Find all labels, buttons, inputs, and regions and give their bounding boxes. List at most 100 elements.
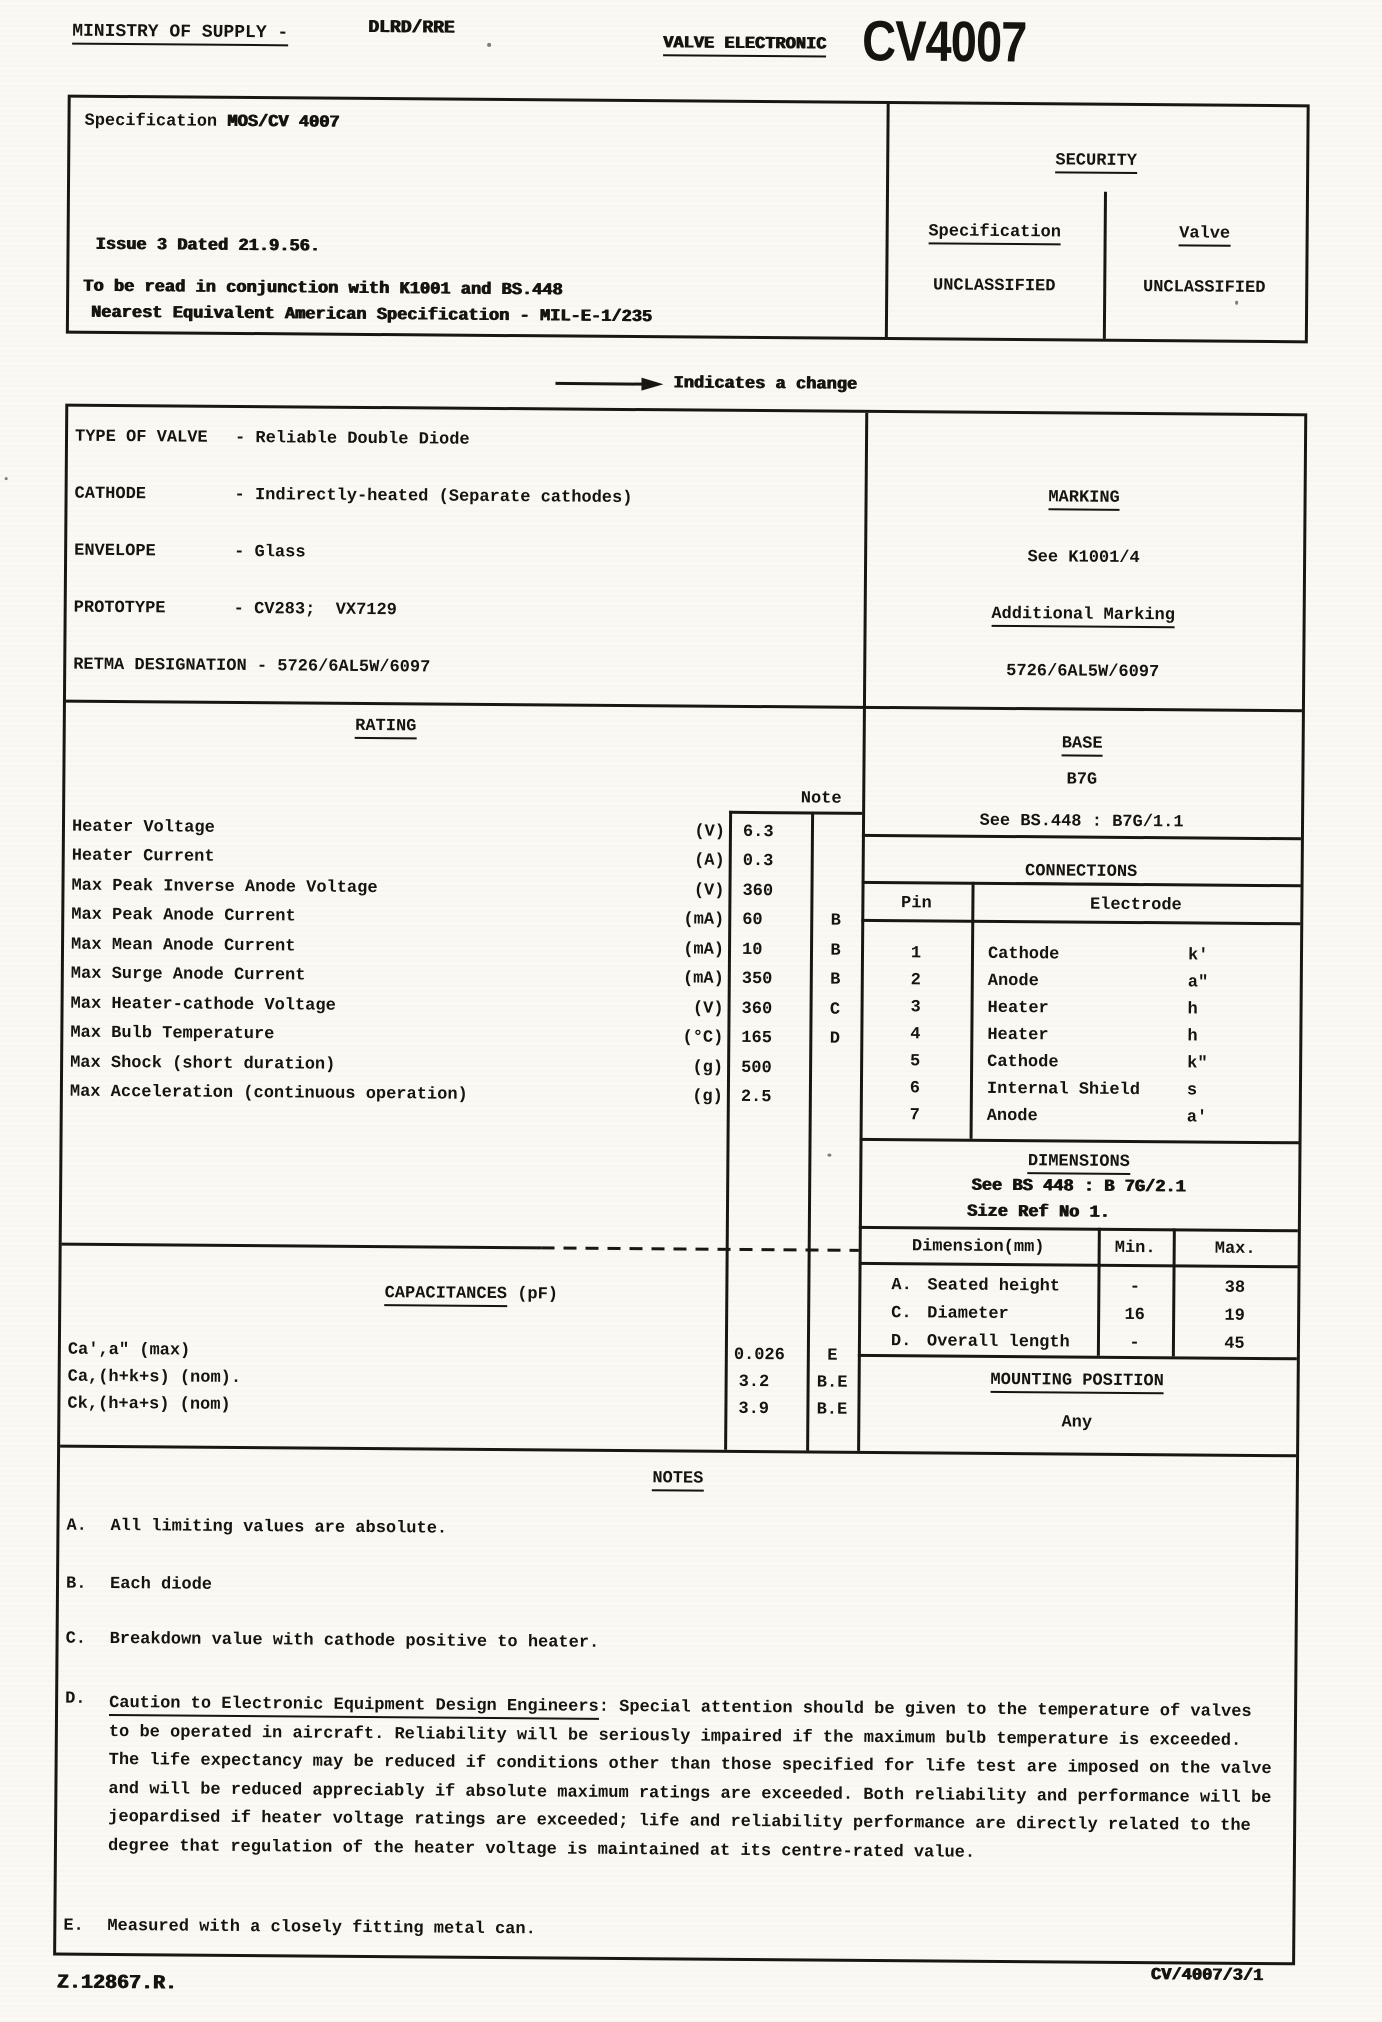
- note-text: : Special attention should be given to t…: [107, 1697, 1272, 1863]
- connection-row: 4 Heater h: [860, 1025, 1299, 1046]
- notes-top-line: [60, 1444, 1297, 1458]
- note-text: Each diode: [109, 1574, 213, 1595]
- valve-info-label: TYPE OF VALVE: [74, 427, 208, 448]
- capacitance-divider-dashed: [541, 1246, 859, 1252]
- rating-unit: (g): [692, 1087, 723, 1107]
- electrode-name: Heater: [987, 1025, 1049, 1046]
- rating-unit: (mA): [683, 910, 725, 930]
- rating-row: Max Mean Anode Current (mA) 10 B: [64, 936, 861, 961]
- rating-note-header: Note: [800, 789, 842, 809]
- connection-row: 5 Cathode k": [860, 1052, 1299, 1073]
- electrode-symbol: a": [1187, 973, 1209, 993]
- pin-number: 2: [910, 971, 921, 991]
- rating-value: 500: [741, 1058, 772, 1079]
- rating-row: Max Heater-cathode Voltage (V) 360 C: [64, 995, 861, 1020]
- mounting-value: Any: [1061, 1413, 1093, 1433]
- valve-info-label: ENVELOPE: [74, 541, 156, 562]
- valve-info-value: - CV283; VX7129: [233, 599, 397, 621]
- marking-see: See K1001/4: [1027, 548, 1140, 569]
- electrode-symbol: s: [1186, 1081, 1198, 1101]
- electrode-name: Anode: [987, 971, 1039, 992]
- note-key: C.: [65, 1629, 87, 1649]
- rating-row: Max Peak Anode Current (mA) 60 B: [64, 906, 861, 931]
- note-text: Breakdown value with cathode positive to…: [109, 1629, 600, 1653]
- section-divider: [65, 699, 1302, 713]
- value-column-top-line: [729, 810, 863, 815]
- pin-number: 6: [909, 1079, 921, 1099]
- electrode-symbol: h: [1187, 1027, 1198, 1047]
- rating-title-text: RATING: [355, 716, 417, 740]
- rating-value: 360: [741, 999, 773, 1020]
- dimension-row: A. Seated height - 38: [858, 1276, 1297, 1298]
- dimension-col-max: Max.: [1214, 1239, 1256, 1259]
- scan-speck: [4, 477, 8, 481]
- electrode-symbol: k': [1187, 946, 1209, 966]
- rating-unit: (V): [693, 881, 725, 901]
- security-col1-header: Specification: [886, 222, 1104, 246]
- security-col2-value: UNCLASSIFIED: [1142, 278, 1266, 299]
- document-ref-right: CV/4007/3/1: [1150, 1966, 1264, 1987]
- sidebar-divider: [857, 412, 869, 1451]
- notes-title: NOTES: [60, 1465, 1296, 1494]
- rating-label: Max Heater-cathode Voltage: [70, 994, 336, 1016]
- spec-security-divider: [884, 104, 890, 338]
- capacitances-unit: (pF): [506, 1285, 559, 1305]
- capacitance-value: 3.9: [738, 1399, 770, 1420]
- value-column-left-line: [724, 810, 733, 1450]
- dimension-col-min: Min.: [1114, 1238, 1156, 1259]
- rating-unit: (g): [692, 1058, 724, 1078]
- notes-title-text: NOTES: [652, 1469, 704, 1492]
- rating-row: Max Acceleration (continuous operation) (…: [63, 1083, 860, 1108]
- valve-code-title: CV4007: [861, 8, 1027, 75]
- change-arrow-icon: [555, 377, 664, 391]
- mounting-title-text: MOUNTING POSITION: [990, 1370, 1164, 1395]
- spec-number-line: Specification MOS/CV 4007: [84, 112, 339, 133]
- mounting-title: MOUNTING POSITION: [858, 1370, 1297, 1395]
- connections-title: CONNECTIONS: [862, 861, 1301, 886]
- rating-unit: (°C): [682, 1028, 724, 1048]
- rating-value: 2.5: [740, 1087, 772, 1108]
- ministry-title: MINISTRY OF SUPPLY -: [72, 21, 288, 47]
- rating-label: Heater Voltage: [71, 817, 215, 838]
- note-text: All limiting values are absolute.: [110, 1516, 448, 1539]
- dimensions-size-ref: Size Ref No 1.: [966, 1202, 1110, 1223]
- rating-value: 165: [741, 1028, 773, 1049]
- connection-row: 3 Heater h: [861, 998, 1300, 1019]
- rating-label: Max Surge Anode Current: [70, 964, 306, 986]
- marking-title-text: MARKING: [1048, 488, 1120, 511]
- capacitance-label: Ca',a" (max): [67, 1340, 191, 1361]
- dimension-col-label: Dimension(mm): [911, 1237, 1045, 1258]
- scan-speck: [248, 879, 252, 885]
- note-caution-heading: Caution to Electronic Equipment Design E…: [108, 1693, 599, 1720]
- electrode-symbol: h: [1187, 1000, 1198, 1020]
- rating-label: Max Acceleration (continuous operation): [69, 1082, 468, 1105]
- marking-additional-value: 5726/6AL5W/6097: [1006, 661, 1160, 683]
- scan-speck: [487, 42, 492, 47]
- valve-info-row: CATHODE - Indirectly-heated (Separate cat…: [75, 485, 633, 508]
- rating-unit: (mA): [683, 940, 725, 960]
- valve-info-label: RETMA DESIGNATION: [73, 655, 247, 677]
- capacitance-value: 3.2: [738, 1372, 770, 1393]
- dimension-min: 16: [1124, 1305, 1145, 1326]
- base-title: BASE: [863, 733, 1302, 757]
- rating-value: 360: [742, 881, 774, 902]
- dimensions-title: DIMENSIONS: [859, 1151, 1298, 1175]
- rating-value: 0.3: [742, 851, 774, 872]
- note-text: Measured with a closely fitting metal ca…: [107, 1916, 536, 1940]
- note-item: C. Breakdown value with cathode positive…: [66, 407, 1304, 1653]
- valve-info-row: PROTOTYPE - CV283; VX7129: [74, 599, 397, 621]
- capacitance-note: E: [827, 1346, 838, 1366]
- valve-info-value: - Indirectly-heated (Separate cathodes): [234, 485, 633, 509]
- base-title-text: BASE: [1061, 734, 1103, 757]
- dimension-row: D. Overall length - 45: [858, 1332, 1297, 1354]
- dimension-key: A.: [891, 1276, 912, 1296]
- rating-label: Max Mean Anode Current: [70, 935, 296, 957]
- note-key: E.: [63, 1916, 84, 1936]
- rating-note: D: [829, 1029, 841, 1049]
- note-key: A.: [66, 1516, 87, 1536]
- capacitance-row: Ck,(h+a+s) (nom) 3.9 B.E: [61, 1395, 858, 1420]
- connection-row: 7 Anode a': [860, 1106, 1299, 1127]
- electrode-name: Anode: [986, 1106, 1038, 1127]
- capacitance-note: B.E: [816, 1373, 848, 1393]
